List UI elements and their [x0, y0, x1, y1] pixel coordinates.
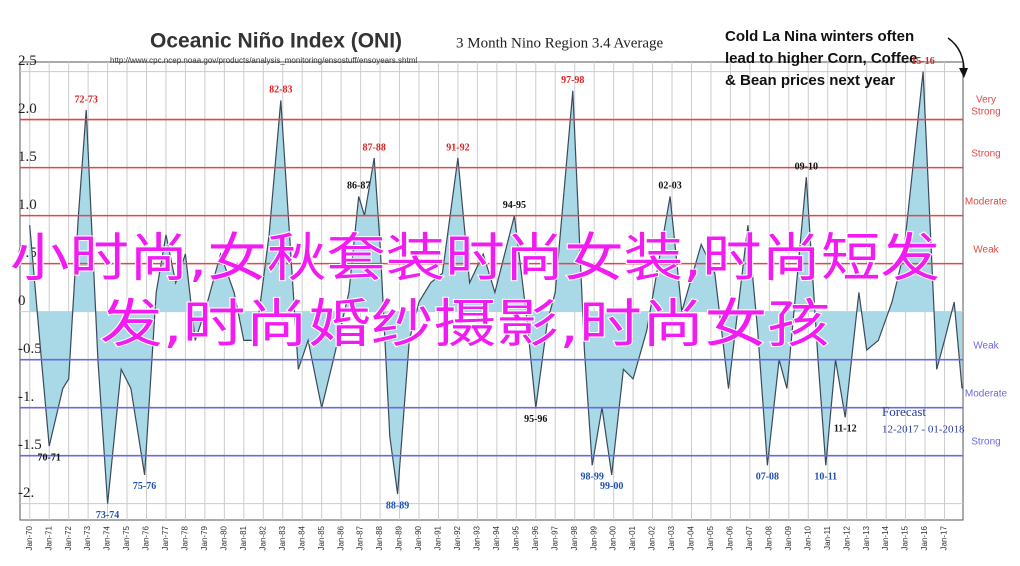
- threshold-label: Strong: [971, 436, 1000, 447]
- x-tick-label: Jan-15: [901, 525, 910, 550]
- point-label: 09-10: [795, 162, 818, 173]
- x-tick-label: Jan-93: [472, 525, 481, 550]
- x-tick-label: Jan-06: [726, 525, 735, 550]
- forecast-label: Forecast: [882, 404, 926, 419]
- x-tick-label: Jan-74: [103, 525, 112, 550]
- x-tick-label: Jan-99: [589, 525, 598, 550]
- x-tick-label: Jan-17: [940, 525, 949, 550]
- x-tick-label: Jan-92: [453, 525, 462, 550]
- y-tick-label: 1.5: [18, 149, 37, 165]
- point-label: 91-92: [446, 142, 469, 153]
- point-label: 98-99: [581, 472, 604, 483]
- callout-arrowhead: [959, 68, 968, 78]
- x-tick-label: Jan-83: [278, 525, 287, 550]
- x-tick-label: Jan-94: [492, 525, 501, 550]
- source-url: http://www.cpc.ncep.noaa.gov/products/an…: [110, 56, 417, 65]
- x-tick-label: Jan-04: [687, 525, 696, 550]
- x-tick-label: Jan-82: [258, 525, 267, 550]
- point-label: 72-73: [75, 94, 98, 105]
- point-label: 99-00: [600, 481, 623, 492]
- x-tick-label: Jan-70: [25, 525, 34, 550]
- point-label: 95-96: [524, 414, 547, 425]
- x-tick-label: Jan-80: [219, 525, 228, 550]
- x-tick-label: Jan-78: [181, 525, 190, 550]
- x-tick-label: Jan-86: [336, 525, 345, 550]
- x-tick-label: Jan-12: [842, 525, 851, 550]
- overlay-text: 发,时尚婚纱摄影,时尚女孩: [100, 295, 830, 355]
- x-tick-label: Jan-14: [881, 525, 890, 550]
- x-tick-label: Jan-09: [784, 525, 793, 550]
- chart-subtitle: 3 Month Nino Region 3.4 Average: [456, 35, 664, 51]
- x-tick-label: Jan-88: [375, 525, 384, 550]
- x-tick-label: Jan-72: [64, 525, 73, 550]
- x-tick-label: Jan-01: [628, 525, 637, 550]
- x-tick-label: Jan-75: [122, 525, 131, 550]
- y-tick-label: 2.0: [18, 101, 37, 117]
- y-tick-label: -2.: [18, 485, 34, 501]
- x-tick-label: Jan-13: [862, 525, 871, 550]
- point-label: 73-74: [96, 510, 119, 521]
- x-tick-label: Jan-81: [239, 525, 248, 550]
- y-tick-label: -1.5: [18, 437, 42, 453]
- threshold-label: Strong: [971, 106, 1000, 117]
- point-label: 86-87: [347, 181, 370, 192]
- x-tick-label: Jan-11: [823, 525, 832, 549]
- x-tick-label: Jan-08: [764, 525, 773, 550]
- threshold-label: Weak: [973, 340, 999, 351]
- callout-line: & Bean prices next year: [725, 72, 895, 89]
- x-tick-label: Jan-79: [200, 525, 209, 550]
- point-label: 88-89: [386, 500, 409, 511]
- threshold-label: Moderate: [965, 196, 1008, 207]
- x-tick-label: Jan-76: [142, 525, 151, 550]
- x-tick-label: Jan-16: [920, 525, 929, 550]
- x-tick-label: Jan-02: [648, 525, 657, 550]
- point-label: 94-95: [503, 200, 526, 211]
- x-tick-label: Jan-00: [609, 525, 618, 550]
- x-tick-label: Jan-96: [531, 525, 540, 550]
- point-label: 11-12: [834, 424, 857, 435]
- point-label: 10-11: [814, 472, 837, 483]
- area: [29, 71, 962, 504]
- x-tick-label: Jan-73: [83, 525, 92, 550]
- overlay-text: 小时尚,女秋套装时尚女装,时尚短发: [10, 229, 940, 289]
- x-tick-label: Jan-90: [414, 525, 423, 550]
- y-tick-label: 0: [18, 293, 26, 309]
- threshold-label: Moderate: [965, 388, 1008, 399]
- x-tick-label: Jan-05: [706, 525, 715, 550]
- x-tick-label: Jan-87: [356, 525, 365, 550]
- x-tick-label: Jan-89: [395, 525, 404, 550]
- point-label: 15-16: [911, 56, 934, 67]
- x-tick-label: Jan-98: [570, 525, 579, 550]
- callout-line: Cold La Nina winters often: [725, 28, 914, 45]
- point-label: 02-03: [658, 181, 681, 192]
- y-tick-label: -1.: [18, 389, 34, 405]
- point-label: 70-71: [38, 452, 61, 463]
- point-label: 82-83: [269, 85, 292, 96]
- x-tick-label: Jan-97: [550, 525, 559, 550]
- x-tick-label: Jan-91: [434, 525, 443, 550]
- threshold-label: Strong: [971, 148, 1000, 159]
- x-tick-label: Jan-85: [317, 525, 326, 550]
- x-tick-label: Jan-84: [297, 525, 306, 550]
- y-tick-label: 2.5: [18, 53, 37, 69]
- x-tick-label: Jan-71: [44, 525, 53, 550]
- forecast-period: 12-2017 - 01-2018: [882, 424, 965, 436]
- threshold-label: Very: [976, 94, 996, 105]
- callout-line: lead to higher Corn, Coffee: [725, 50, 918, 67]
- x-tick-label: Jan-03: [667, 525, 676, 550]
- x-tick-label: Jan-10: [803, 525, 812, 550]
- point-label: 07-08: [756, 472, 779, 483]
- y-tick-label: -0.5: [18, 341, 42, 357]
- x-tick-label: Jan-07: [745, 525, 754, 550]
- point-label: 87-88: [363, 142, 386, 153]
- line: [29, 71, 963, 504]
- chart-title: Oceanic Niño Index (ONI): [150, 30, 402, 53]
- x-tick-label: Jan-95: [511, 525, 520, 550]
- y-tick-label: 1.0: [18, 197, 37, 213]
- point-label: 97-98: [561, 75, 584, 86]
- point-label: 75-76: [133, 481, 156, 492]
- x-tick-label: Jan-77: [161, 525, 170, 550]
- threshold-label: Weak: [973, 244, 999, 255]
